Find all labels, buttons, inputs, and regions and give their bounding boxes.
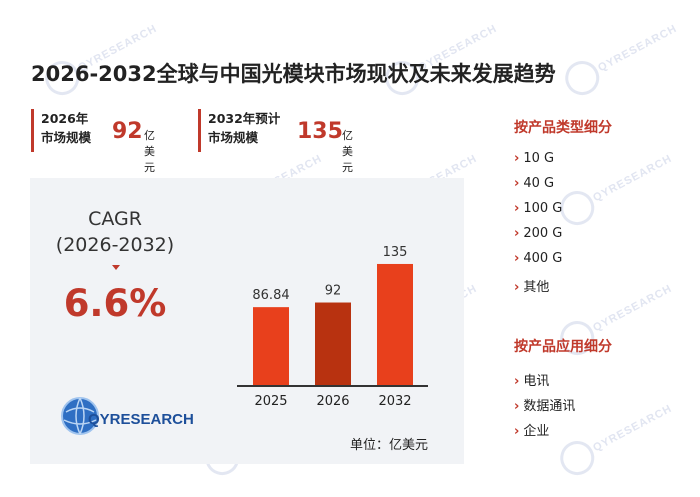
application-segment-heading: 按产品应用细分 [514, 339, 612, 355]
type-segment-list: 按产品类型细分 › 10 G › 40 G › 100 G › 200 G › 400 G… [514, 117, 612, 301]
list-item: › 10 G [514, 151, 555, 166]
kpi-label-line1: 2026年 [41, 111, 89, 126]
list-item: › 其他 [514, 280, 550, 295]
list-item: › 100 G [514, 201, 563, 216]
chevron-right-icon: › [514, 201, 520, 216]
globe-icon: QYRESEARCH [61, 397, 194, 435]
cagr-value: 6.6% [63, 282, 167, 325]
kpi-2026: 2026年 市场规模 92 亿美元 [31, 109, 155, 174]
kpi-value: 135 [297, 119, 343, 144]
x-tick-label: 2032 [378, 394, 411, 409]
cagr-label: CAGR [88, 208, 142, 230]
kpi-label-line2: 市场规模 [41, 130, 92, 145]
chevron-right-icon: › [514, 226, 520, 241]
bar-2025 [253, 307, 289, 385]
watermark: QYRESEARCH [559, 13, 684, 102]
bar-2032 [377, 263, 413, 385]
data-label: 135 [383, 245, 408, 260]
bar-chart: 86.84 2025 92 2026 135 2032 [237, 245, 428, 409]
kpi-value: 92 [112, 119, 143, 144]
bar-2026 [315, 302, 351, 385]
list-item: › 企业 [514, 424, 550, 439]
chevron-right-icon: › [514, 374, 520, 389]
list-item: › 400 G [514, 251, 563, 266]
chevron-right-icon: › [514, 151, 520, 166]
cagr-period: (2026-2032) [55, 234, 175, 256]
kpi-unit: 亿美元 [342, 129, 353, 174]
list-item: › 200 G [514, 226, 563, 241]
kpi-2032: 2032年预计 市场规模 135 亿美元 [198, 109, 353, 174]
chart-panel: CAGR (2026-2032) 6.6% 86.84 2025 92 2026 135… [30, 178, 464, 464]
type-segment-heading: 按产品类型细分 [514, 120, 612, 136]
chevron-right-icon: › [514, 176, 520, 191]
kpi-label-line2: 市场规模 [208, 130, 259, 145]
list-item: › 数据通讯 [514, 399, 576, 414]
chevron-right-icon: › [514, 251, 520, 266]
down-arrow-icon [112, 265, 120, 270]
chevron-right-icon: › [514, 399, 520, 414]
list-item: › 电讯 [514, 374, 550, 389]
application-segment-list: 按产品应用细分 › 电讯 › 数据通讯 › 企业 [514, 336, 612, 445]
chevron-right-icon: › [514, 280, 520, 295]
logo-text: QYRESEARCH [88, 411, 194, 428]
data-label: 92 [325, 284, 342, 299]
qyresearch-logo: QYRESEARCH [58, 394, 198, 438]
x-tick-label: 2025 [254, 394, 287, 409]
x-tick-label: 2026 [316, 394, 349, 409]
unit-note: 单位：亿美元 [350, 438, 429, 453]
kpi-label-line1: 2032年预计 [208, 111, 281, 126]
chevron-right-icon: › [514, 424, 520, 439]
list-item: › 40 G [514, 176, 555, 191]
page-title: 2026-2032全球与中国光模块市场现状及未来发展趋势 [31, 62, 556, 86]
kpi-unit: 亿美元 [144, 129, 155, 174]
data-label: 86.84 [252, 288, 289, 303]
